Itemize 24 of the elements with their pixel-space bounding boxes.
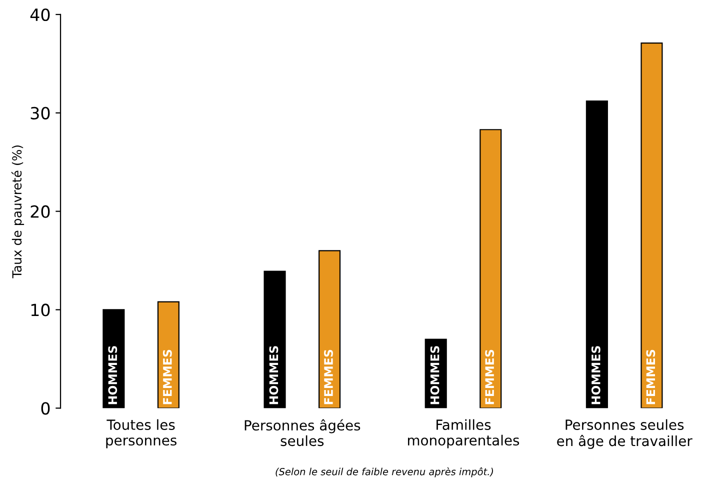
text: FEMMES: [324, 350, 333, 404]
y-tick-label: 10: [31, 304, 50, 316]
y-tick-label: 40: [30, 8, 50, 22]
y-axis-title: Taux de pauvreté (%): [11, 145, 24, 278]
series-label: HOMMES: [108, 346, 118, 404]
bar: [264, 270, 286, 408]
series-label: FEMMES: [162, 350, 172, 404]
y-tick-label: 30: [30, 106, 50, 120]
x-tick-label: Familles monoparentales: [408, 419, 520, 448]
bar: [586, 100, 608, 408]
text: HOMMES: [269, 346, 278, 404]
text: FEMMES: [485, 350, 494, 404]
x-tick-label: Toutes les personnes: [106, 419, 176, 448]
text: FEMMES: [646, 350, 656, 404]
y-tick-label: 0: [41, 402, 50, 415]
bar: [640, 42, 663, 408]
text: HOMMES: [430, 346, 440, 404]
x-tick-label: Personnes seules en âge de travailler: [557, 419, 692, 449]
text: (Selon le seuil de faible revenu après impôt.): [276, 467, 493, 478]
bar: [480, 129, 502, 408]
text: HOMMES: [591, 346, 600, 404]
bar: [318, 250, 341, 408]
x-tick-label: Personnes âgées seules: [244, 419, 360, 446]
y-tick-label: 20: [30, 205, 50, 218]
